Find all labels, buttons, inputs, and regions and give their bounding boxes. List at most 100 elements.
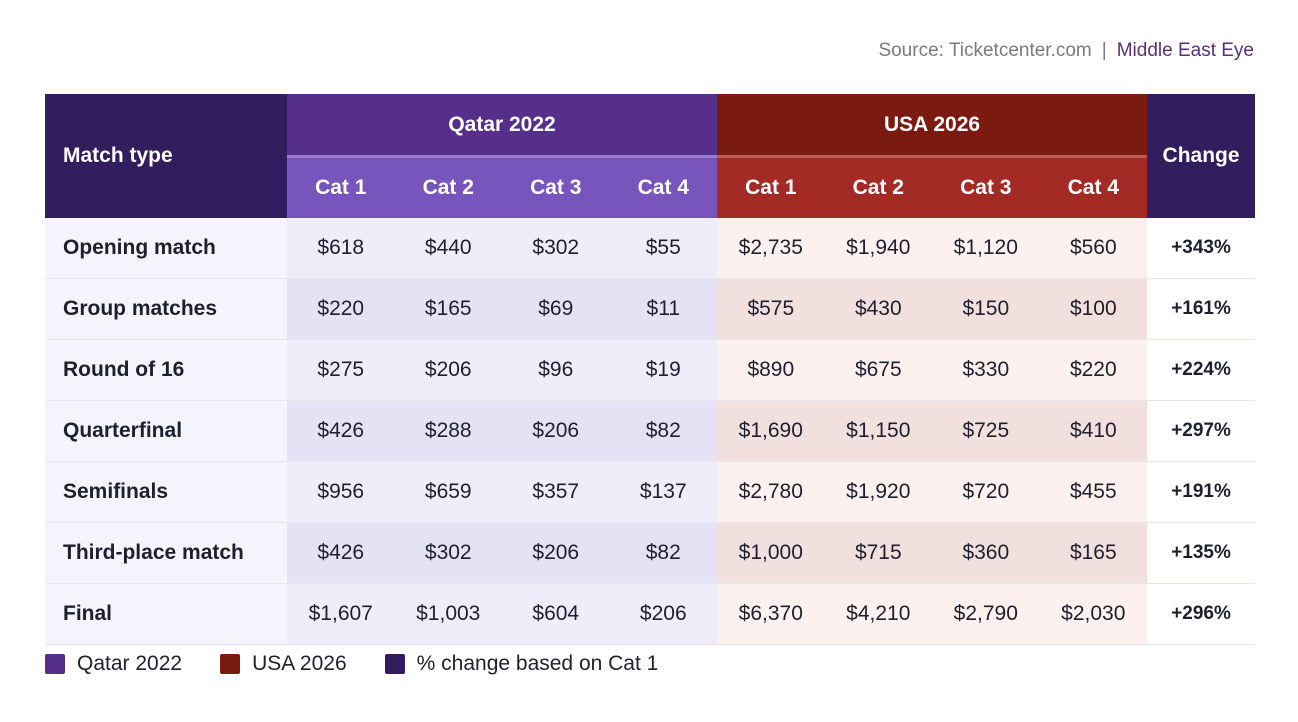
qatar-cat-1-price-cell: $618 [287,218,395,279]
table-row: Round of 16 $275 $206 $96 $19 $890 $675 $330 $22… [45,339,1256,401]
usa-cat-4-price-cell: $100 [1039,278,1148,340]
match-type-cell: Round of 16 [45,339,287,401]
change-cell: +296% [1147,583,1256,645]
usa-cat-3-price-cell: $720 [932,461,1040,523]
qatar-cat-1-price-cell: $220 [287,278,395,340]
legend-swatch-usa [220,654,241,674]
qatar-cat-2-price-cell: $288 [394,400,502,462]
usa-cat-3-price-cell: $1,120 [932,218,1040,279]
header-group-usa: USA 2026 [717,94,1148,158]
legend-label-usa: USA 2026 [252,652,347,675]
qatar-cat-2-price-cell: $302 [394,522,502,584]
header-group-qatar: Qatar 2022 [287,94,718,158]
header-qatar-cat-2: Cat 2 [394,156,502,218]
qatar-cat-1-price-cell: $956 [287,461,395,523]
usa-cat-1-price-cell: $2,780 [717,461,825,523]
table-row: Group matches $220 $165 $69 $11 $575 $430 $150 $… [45,278,1256,340]
legend-swatch-qatar [45,654,65,674]
legend-item-change: % change based on Cat 1 [384,652,659,676]
qatar-cat-3-price-cell: $206 [502,400,610,462]
table-row: Final $1,607 $1,003 $604 $206 $6,370 $4,210 $2,… [45,583,1256,645]
usa-cat-2-price-cell: $675 [824,339,933,401]
qatar-cat-1-price-cell: $1,607 [287,583,395,645]
table-row: Semifinals $956 $659 $357 $137 $2,780 $1,920 $7… [45,461,1256,523]
usa-cat-4-price-cell: $560 [1039,218,1148,279]
qatar-cat-3-price-cell: $604 [502,583,610,645]
usa-cat-3-price-cell: $330 [932,339,1040,401]
qatar-cat-3-price-cell: $96 [502,339,610,401]
change-cell: +161% [1147,278,1256,340]
table-row: Third-place match $426 $302 $206 $82 $1,000 $7… [45,522,1256,584]
qatar-cat-2-price-cell: $165 [394,278,502,340]
qatar-cat-3-price-cell: $206 [502,522,610,584]
qatar-cat-3-price-cell: $302 [502,218,610,279]
qatar-cat-4-price-cell: $137 [609,461,718,523]
qatar-cat-4-price-cell: $206 [609,583,718,645]
usa-cat-3-price-cell: $2,790 [932,583,1040,645]
header-qatar-cat-1: Cat 1 [287,156,395,218]
match-type-cell: Group matches [45,278,287,340]
usa-cat-4-price-cell: $410 [1039,400,1148,462]
usa-cat-1-price-cell: $890 [717,339,825,401]
usa-cat-2-price-cell: $4,210 [824,583,933,645]
header-usa-cat-1: Cat 1 [717,156,825,218]
usa-cat-4-price-cell: $165 [1039,522,1148,584]
legend-label-change: % change based on Cat 1 [416,652,659,675]
legend-label-qatar: Qatar 2022 [77,652,183,675]
brand-link[interactable]: Middle East Eye [1116,40,1254,61]
qatar-cat-2-price-cell: $440 [394,218,502,279]
usa-cat-3-price-cell: $360 [932,522,1040,584]
usa-cat-2-price-cell: $1,920 [824,461,933,523]
usa-cat-1-price-cell: $575 [717,278,825,340]
change-cell: +343% [1147,218,1256,279]
qatar-cat-2-price-cell: $659 [394,461,502,523]
header-usa-cat-4: Cat 4 [1039,156,1148,218]
usa-cat-3-price-cell: $150 [932,278,1040,340]
qatar-cat-4-price-cell: $82 [609,400,718,462]
change-cell: +191% [1147,461,1256,523]
source-separator: | [1101,40,1107,61]
table-row: Quarterfinal $426 $288 $206 $82 $1,690 $1,150 $… [45,400,1256,462]
usa-cat-4-price-cell: $2,030 [1039,583,1148,645]
match-type-cell: Opening match [45,218,287,279]
match-type-cell: Semifinals [45,461,287,523]
qatar-cat-1-price-cell: $275 [287,339,395,401]
usa-cat-2-price-cell: $430 [824,278,933,340]
table-row: Opening match $618 $440 $302 $55 $2,735 $1,940… [45,218,1256,279]
qatar-cat-1-price-cell: $426 [287,400,395,462]
qatar-cat-4-price-cell: $82 [609,522,718,584]
qatar-cat-3-price-cell: $357 [502,461,610,523]
legend: Qatar 2022 USA 2026 % change based on Ca… [45,652,658,676]
header-change: Change [1147,94,1256,218]
table-body: Opening match $618 $440 $302 $55 $2,735 $1,940… [45,218,1256,645]
match-type-cell: Quarterfinal [45,400,287,462]
legend-item-usa: USA 2026 [220,652,347,676]
match-type-cell: Final [45,583,287,645]
usa-cat-2-price-cell: $715 [824,522,933,584]
usa-cat-1-price-cell: $2,735 [717,218,825,279]
usa-cat-4-price-cell: $220 [1039,339,1148,401]
qatar-cat-2-price-cell: $1,003 [394,583,502,645]
usa-cat-1-price-cell: $1,690 [717,400,825,462]
legend-item-qatar: Qatar 2022 [45,652,182,676]
usa-cat-3-price-cell: $725 [932,400,1040,462]
usa-cat-4-price-cell: $455 [1039,461,1148,523]
source-line: Source: Ticketcenter.com | Middle East E… [878,40,1254,62]
header-match-type: Match type [45,94,287,218]
change-cell: +224% [1147,339,1256,401]
ticket-price-table: Match type Qatar 2022 USA 2026 Change Ca… [45,94,1256,645]
qatar-cat-2-price-cell: $206 [394,339,502,401]
usa-cat-1-price-cell: $6,370 [717,583,825,645]
qatar-cat-4-price-cell: $11 [609,278,718,340]
qatar-cat-4-price-cell: $19 [609,339,718,401]
header-usa-cat-3: Cat 3 [932,156,1040,218]
header-qatar-cat-4: Cat 4 [609,156,718,218]
change-cell: +135% [1147,522,1256,584]
usa-cat-1-price-cell: $1,000 [717,522,825,584]
change-cell: +297% [1147,400,1256,462]
header-usa-cat-2: Cat 2 [824,156,933,218]
qatar-cat-1-price-cell: $426 [287,522,395,584]
usa-cat-2-price-cell: $1,940 [824,218,933,279]
header-qatar-cat-3: Cat 3 [502,156,610,218]
qatar-cat-3-price-cell: $69 [502,278,610,340]
